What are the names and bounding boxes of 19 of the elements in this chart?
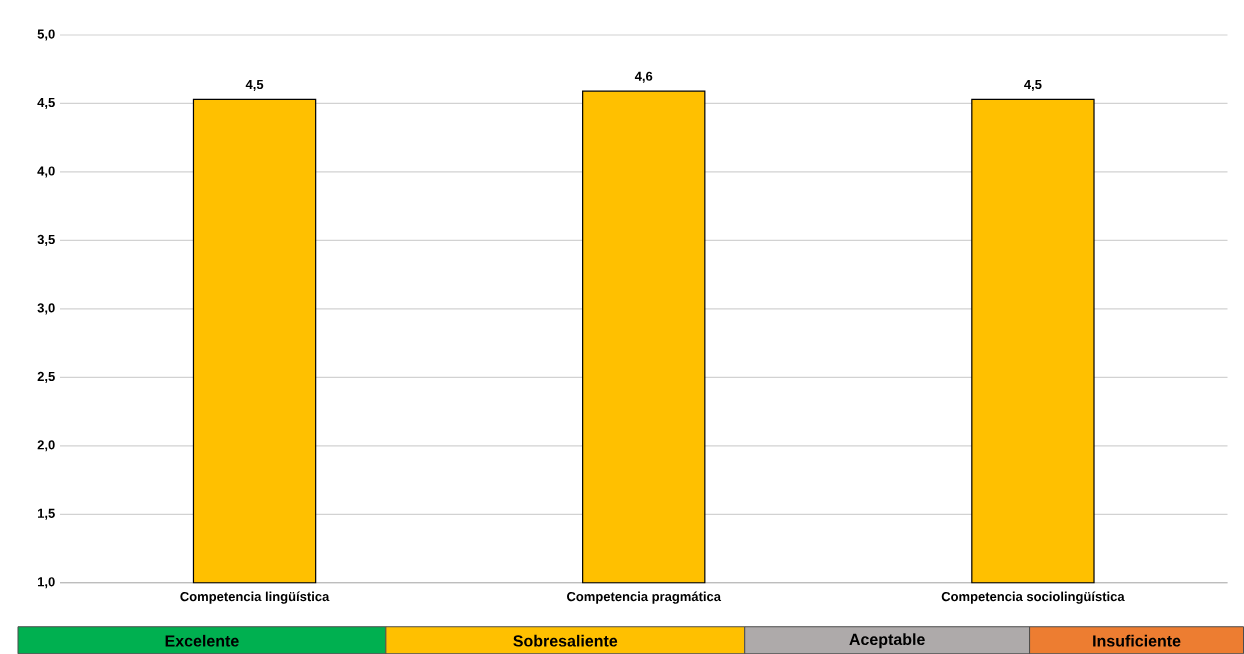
y-tick-label: 3,0 [37, 303, 55, 315]
text: Insuficiente [1093, 634, 1181, 647]
text: Excelente [165, 634, 239, 647]
y-tick-label: 4,0 [37, 166, 55, 178]
x-tick-label: Competencia pragmática [567, 591, 722, 604]
y-tick-label: 4,5 [37, 97, 55, 109]
text: Aceptable [849, 633, 925, 649]
data-label: 4,6 [634, 71, 653, 83]
x-tick-label: Competencia lingüística [180, 591, 330, 604]
y-tick-label: 2,0 [37, 440, 55, 452]
text: Sobresaliente [513, 634, 618, 647]
data-label: 4,5 [1024, 79, 1042, 91]
y-tick-label: 2,5 [37, 371, 55, 383]
y-tick-label: 5,0 [37, 29, 55, 41]
y-tick-label: 1,5 [38, 508, 55, 520]
y-tick-label: 3,5 [37, 234, 55, 246]
y-tick-label: 1,0 [38, 577, 55, 589]
x-tick-label: Competencia sociolingüística [941, 591, 1125, 604]
data-label: 4,5 [245, 79, 264, 91]
